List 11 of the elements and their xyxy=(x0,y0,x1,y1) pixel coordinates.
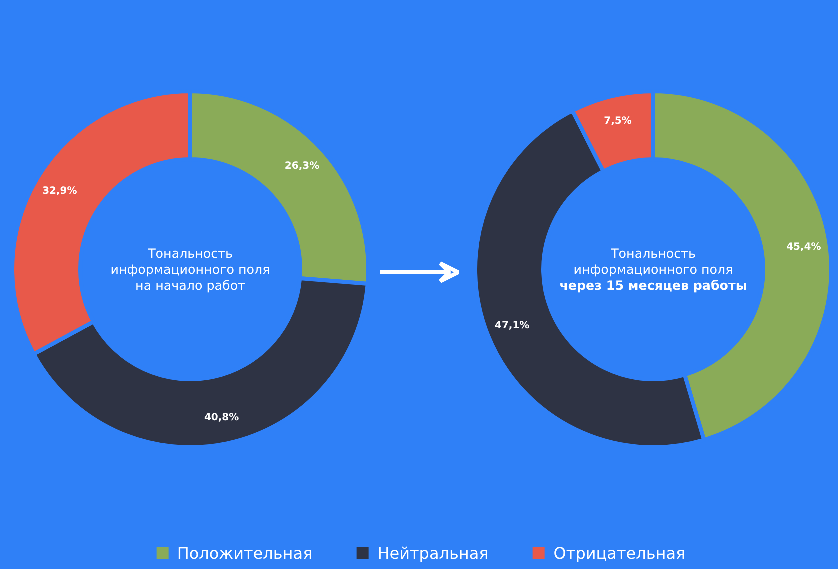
text: на начало работ xyxy=(136,278,246,293)
legend-label: Отрицательная xyxy=(554,544,686,562)
legend-label: Положительная xyxy=(177,544,313,562)
data-label: 40,8% xyxy=(204,412,240,424)
data-label: 26,3% xyxy=(284,161,320,172)
data-label: 47,1% xyxy=(495,320,530,332)
legend-label: Нейтральная xyxy=(378,544,489,562)
data-label: 32,9% xyxy=(42,186,78,198)
data-label: 45,4% xyxy=(786,242,822,254)
text: через 15 месяцев работы xyxy=(560,278,748,293)
data-label: 7,5% xyxy=(604,116,632,128)
